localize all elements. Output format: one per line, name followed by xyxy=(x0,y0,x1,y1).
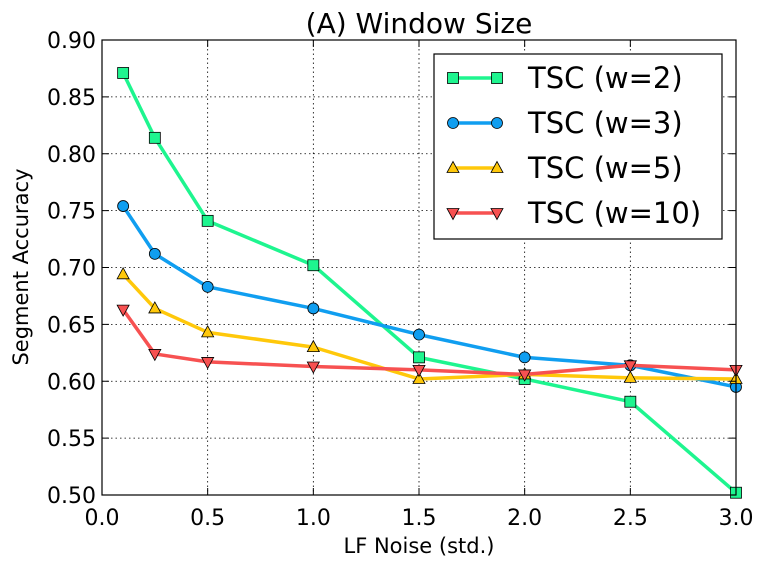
series-line xyxy=(121,273,737,381)
legend-label: TSC (w=3) xyxy=(527,106,683,140)
legend-marker xyxy=(447,72,459,84)
data-point xyxy=(624,395,637,408)
x-tick-label: 3.0 xyxy=(719,506,754,531)
x-tick-label: 1.0 xyxy=(296,506,331,531)
y-tick-label: 0.85 xyxy=(47,86,96,111)
data-point xyxy=(412,371,426,384)
grid-lines xyxy=(102,40,736,495)
legend-marker xyxy=(446,208,460,221)
data-point xyxy=(117,67,130,79)
x-axis-title: LF Noise (std.) xyxy=(344,534,495,558)
y-tick-label: 0.75 xyxy=(47,200,96,225)
legend: TSC (w=2) TSC (w=3) TSC (w=5) TSC (w=10) xyxy=(433,53,723,240)
data-point xyxy=(200,325,215,338)
y-tick-label: 0.60 xyxy=(47,370,96,395)
data-point xyxy=(148,301,162,314)
data-point xyxy=(623,360,638,373)
data-point xyxy=(306,339,321,353)
legend-entry: TSC (w=3) xyxy=(447,106,683,140)
data-point xyxy=(307,302,320,315)
legend-label: TSC (w=2) xyxy=(527,61,683,95)
x-tick-label: 0.5 xyxy=(190,506,225,531)
x-tick-label: 0.0 xyxy=(85,506,120,531)
data-point xyxy=(116,304,130,317)
legend-marker xyxy=(490,208,504,221)
y-tick-label: 0.65 xyxy=(47,313,96,338)
legend-marker xyxy=(447,117,459,129)
series-line xyxy=(121,308,737,377)
legend-marker xyxy=(446,160,460,173)
series-line xyxy=(121,72,738,495)
y-tick-label: 0.70 xyxy=(47,257,96,282)
data-point xyxy=(117,200,130,212)
data-point xyxy=(148,247,161,260)
y-tick-label: 0.80 xyxy=(47,143,96,168)
data-point xyxy=(412,364,426,378)
legend-entry: TSC (w=2) xyxy=(447,61,683,95)
data-point xyxy=(413,351,425,364)
legend-marker xyxy=(491,72,503,84)
x-tick-label: 2.5 xyxy=(613,506,648,531)
y-tick-label: 0.50 xyxy=(47,484,96,509)
series-line xyxy=(121,205,737,389)
x-tick-label: 1.5 xyxy=(402,506,437,531)
y-axis-title: Segment Accuracy xyxy=(9,168,33,365)
data-point xyxy=(517,369,532,382)
data-point xyxy=(413,328,425,341)
y-tick-label: 0.55 xyxy=(47,427,96,452)
data-point xyxy=(518,351,531,364)
data-point xyxy=(148,349,162,362)
legend-marker xyxy=(490,160,504,173)
data-point xyxy=(148,131,161,144)
legend-label: TSC (w=5) xyxy=(527,151,683,185)
data-point xyxy=(307,259,320,272)
legend-entry: TSC (w=5) xyxy=(446,151,683,185)
data-point xyxy=(306,361,321,374)
axis-ticks: 0.0 0.5 1.0 1.5 2.0 2.5 3.0 0.50 0.55 0.60 0.65 0.7… xyxy=(47,29,753,531)
legend-label: TSC (w=10) xyxy=(527,196,701,230)
plot-series xyxy=(116,67,743,499)
legend-entry: TSC (w=10) xyxy=(446,196,701,230)
data-point xyxy=(200,357,215,370)
y-tick-label: 0.90 xyxy=(47,29,96,54)
chart-title: (A) Window Size xyxy=(306,7,533,40)
data-point xyxy=(201,214,214,227)
legend-frame xyxy=(433,53,723,240)
data-point xyxy=(116,266,130,280)
data-point xyxy=(623,370,638,383)
x-tick-label: 2.0 xyxy=(507,506,542,531)
legend-marker xyxy=(491,117,503,129)
data-point xyxy=(201,280,214,293)
